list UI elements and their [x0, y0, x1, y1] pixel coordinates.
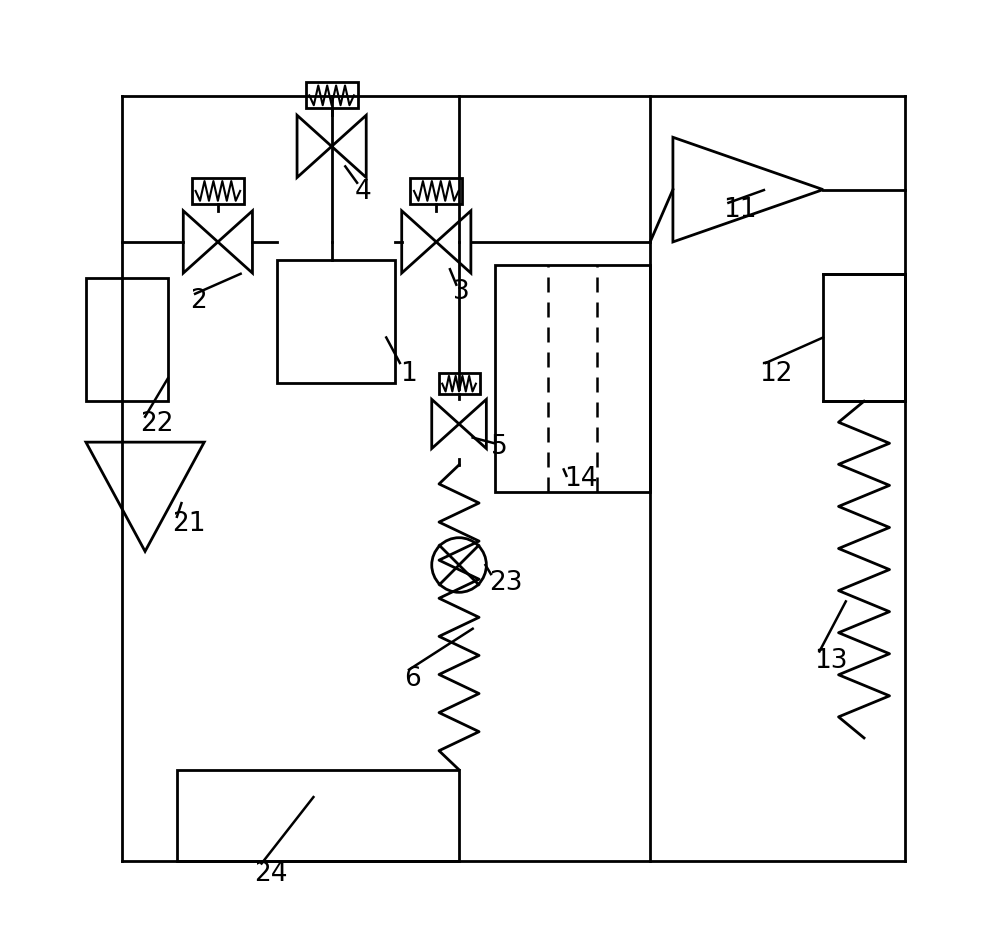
- Text: 23: 23: [489, 570, 523, 596]
- Text: 22: 22: [141, 410, 174, 437]
- Text: 6: 6: [404, 665, 421, 692]
- Text: 3: 3: [453, 279, 469, 305]
- Text: 14: 14: [564, 465, 597, 492]
- Text: 12: 12: [759, 361, 793, 387]
- Bar: [410, 178, 462, 204]
- Bar: [823, 274, 905, 401]
- Text: 1: 1: [400, 361, 417, 387]
- Bar: [439, 374, 480, 394]
- Bar: [306, 82, 358, 108]
- Bar: [86, 279, 168, 401]
- Bar: [177, 770, 459, 861]
- Text: 2: 2: [191, 288, 207, 314]
- Text: 4: 4: [354, 179, 371, 205]
- Text: 24: 24: [254, 862, 288, 887]
- Bar: [495, 264, 650, 492]
- Text: 5: 5: [491, 433, 508, 460]
- Text: 21: 21: [172, 511, 206, 538]
- Bar: [192, 178, 244, 204]
- Text: 11: 11: [723, 197, 756, 223]
- Bar: [277, 260, 395, 383]
- Text: 13: 13: [814, 647, 847, 674]
